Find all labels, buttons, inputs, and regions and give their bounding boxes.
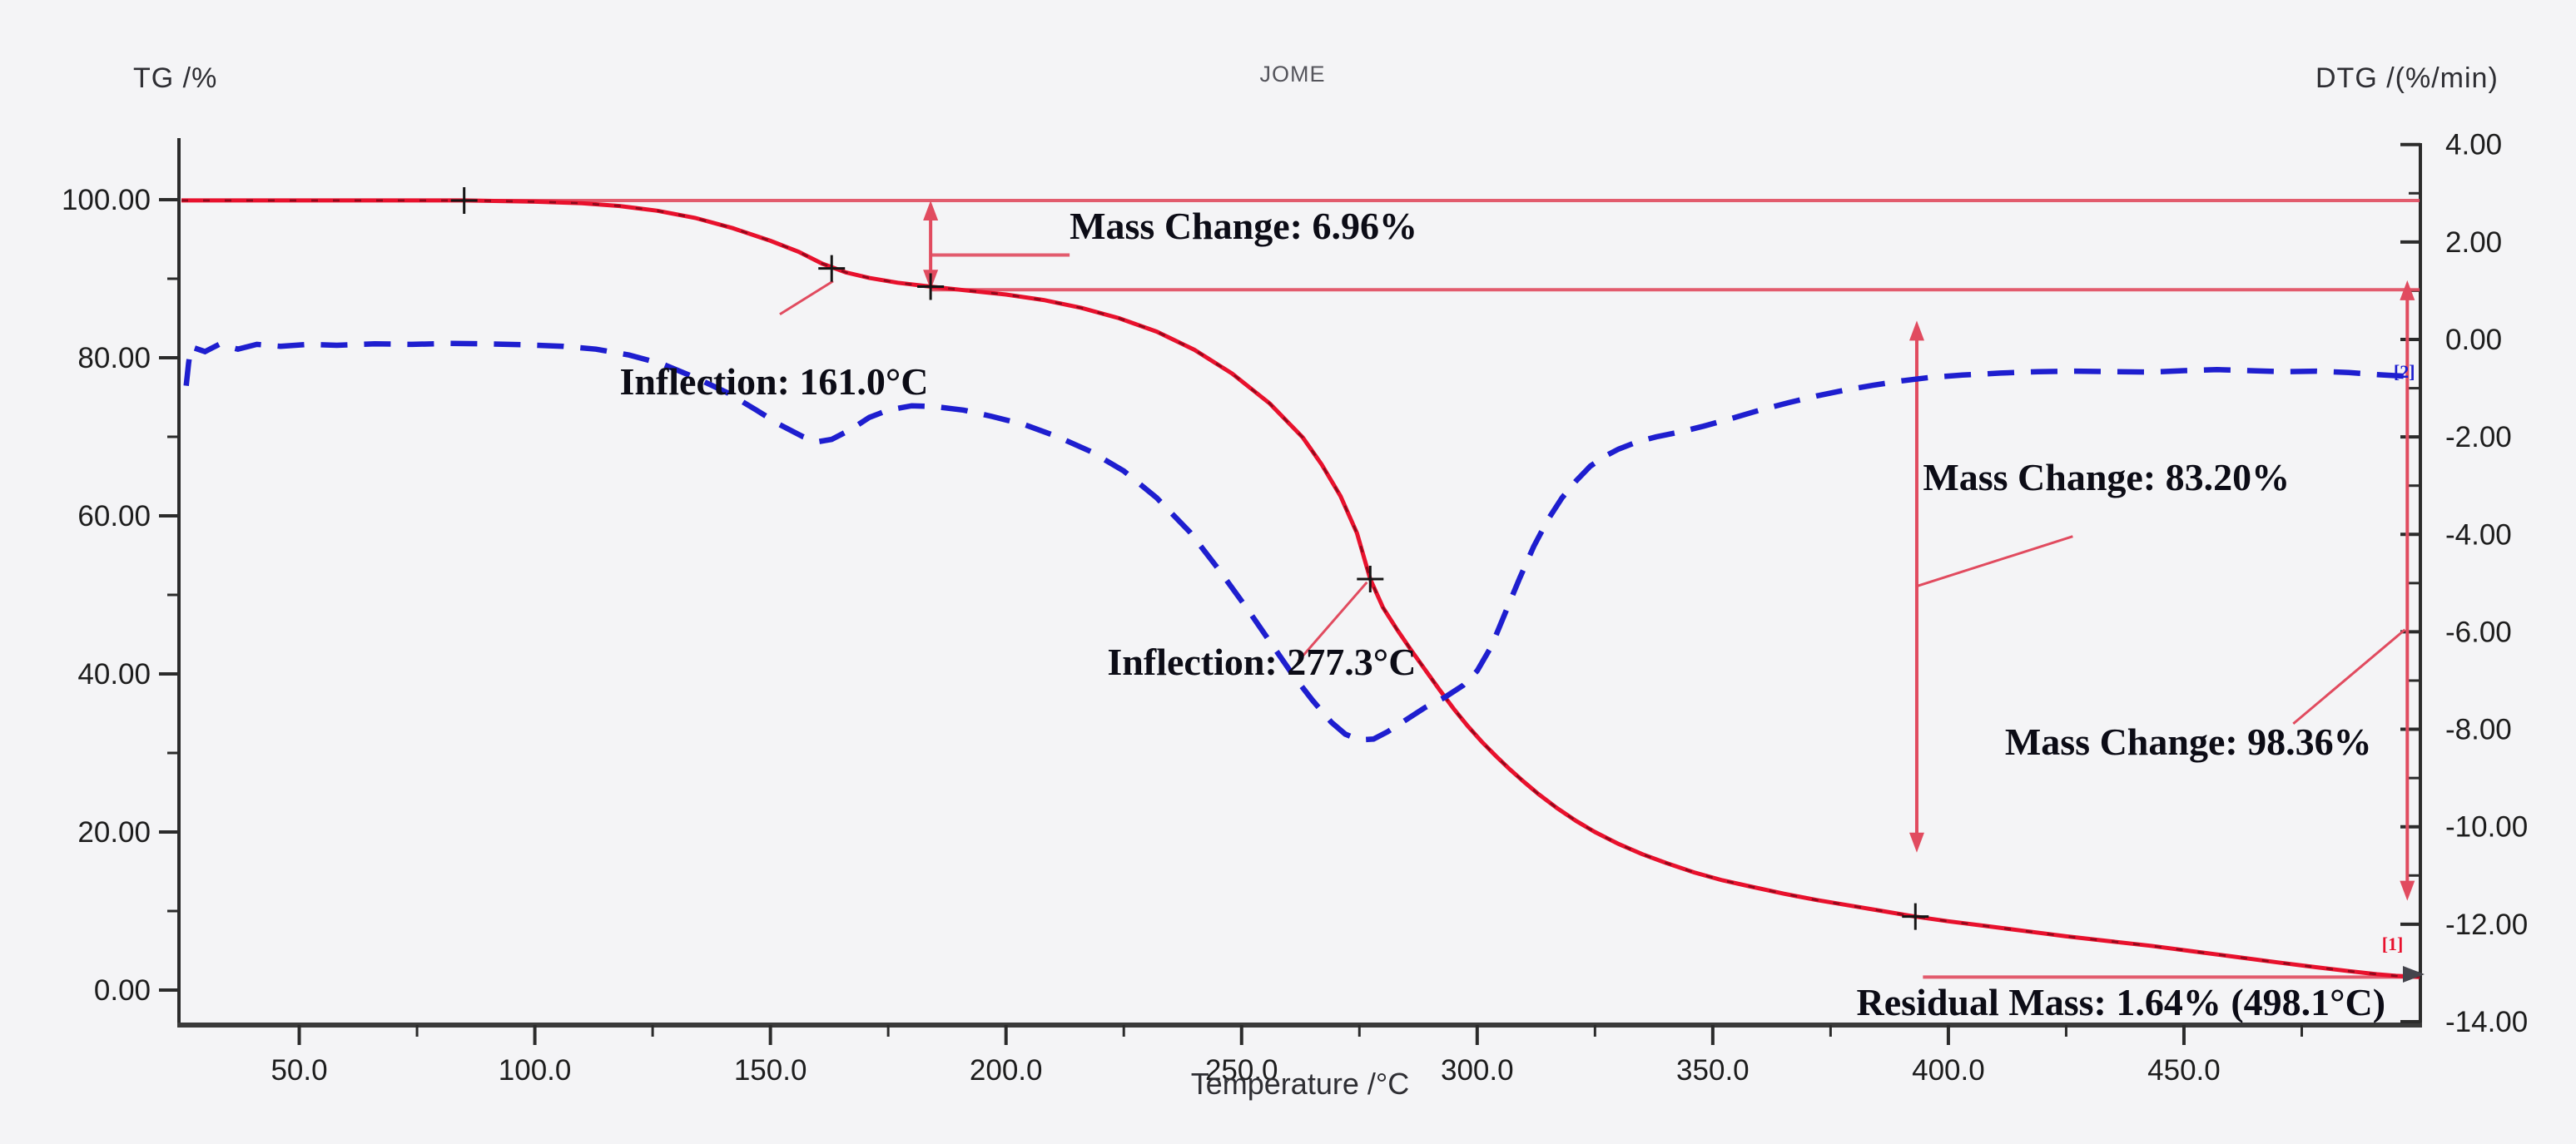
x-axis-title: Temperature /°C	[1190, 1067, 1410, 1101]
svg-text:100.00: 100.00	[62, 184, 151, 216]
tg-curve-end-tag: [1]	[2381, 933, 2404, 954]
svg-text:-10.00: -10.00	[2445, 811, 2528, 844]
svg-text:-6.00: -6.00	[2445, 616, 2512, 648]
svg-text:400.0: 400.0	[1912, 1054, 1985, 1087]
dtg-curve-end-tag: [2]	[2393, 361, 2415, 383]
left-axis-title: TG /%	[133, 62, 218, 94]
annotation-inflection-161: Inflection: 161.0°C	[619, 359, 929, 403]
svg-text:150.0: 150.0	[734, 1054, 807, 1087]
svg-text:450.0: 450.0	[2147, 1054, 2221, 1087]
annotation-inflection-277: Inflection: 277.3°C	[1107, 641, 1417, 683]
svg-text:50.0: 50.0	[271, 1054, 327, 1087]
svg-text:-8.00: -8.00	[2445, 714, 2512, 746]
svg-text:-4.00: -4.00	[2445, 518, 2512, 551]
svg-text:0.00: 0.00	[2445, 324, 2502, 356]
svg-text:350.0: 350.0	[1676, 1054, 1750, 1087]
annotation-residual-mass: Residual Mass: 1.64% (498.1°C)	[1856, 981, 2386, 1024]
svg-text:40.00: 40.00	[77, 658, 151, 691]
svg-text:4.00: 4.00	[2445, 129, 2502, 161]
svg-text:60.00: 60.00	[77, 500, 151, 532]
svg-text:200.0: 200.0	[970, 1054, 1043, 1087]
page-title: JOME	[1259, 62, 1326, 87]
svg-text:2.00: 2.00	[2445, 226, 2502, 259]
svg-text:250.0: 250.0	[1205, 1054, 1278, 1087]
svg-text:-2.00: -2.00	[2445, 421, 2512, 453]
annotation-mass-change-6.96: Mass Change: 6.96%	[1070, 204, 1417, 247]
right-axis-title: DTG /(%/min)	[2315, 62, 2499, 94]
svg-text:-12.00: -12.00	[2445, 909, 2528, 941]
svg-text:100.0: 100.0	[499, 1054, 572, 1087]
svg-text:20.00: 20.00	[77, 816, 151, 849]
svg-text:300.0: 300.0	[1441, 1054, 1514, 1087]
svg-text:-14.00: -14.00	[2445, 1006, 2528, 1038]
annotation-mass-change-83.20: Mass Change: 83.20%	[1923, 455, 2291, 498]
svg-text:0.00: 0.00	[94, 974, 151, 1007]
svg-text:80.00: 80.00	[77, 342, 151, 374]
annotation-mass-change-98.36: Mass Change: 98.36%	[2004, 720, 2372, 763]
